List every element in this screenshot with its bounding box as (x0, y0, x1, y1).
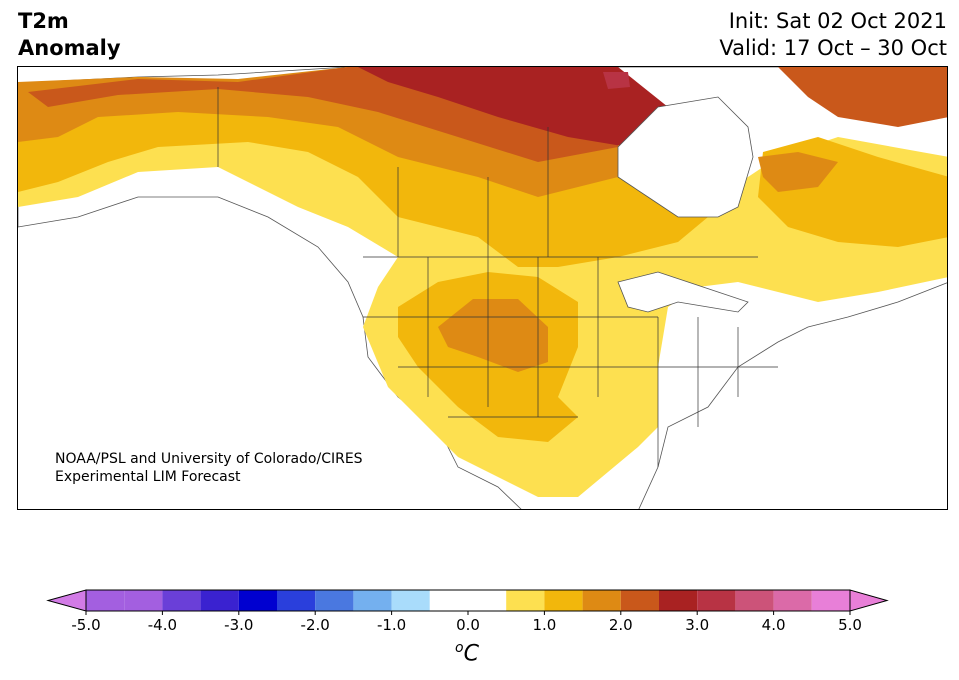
map-title: T2m Anomaly (18, 8, 121, 62)
colorbar-bin (162, 590, 201, 611)
colorbar-bin (353, 590, 392, 611)
anomaly-band-2.0-2.5-ne (778, 67, 947, 127)
colorbar-tick-label: -2.0 (301, 616, 330, 634)
valid-range: Valid: 17 Oct – 30 Oct (719, 36, 947, 60)
colorbar-under-arrow (46, 589, 87, 612)
anomaly-band-1.5-2.0-east (758, 152, 838, 192)
init-date: Init: Sat 02 Oct 2021 (728, 9, 947, 33)
anomaly-band-2.5-3.0 (358, 67, 668, 147)
colorbar-bin (506, 590, 545, 611)
colorbar-bin (697, 590, 736, 611)
colorbar-bin (86, 590, 125, 611)
colorbar-bin (811, 590, 850, 611)
colorbar-tick-label: 3.0 (685, 616, 709, 634)
colorbar-tick-label: -5.0 (71, 616, 100, 634)
colorbar-bin (582, 590, 621, 611)
map-canvas (18, 67, 947, 509)
colorbar-tick-label: 0.0 (456, 616, 480, 634)
hudson-bay (617, 96, 754, 218)
colorbar-bin (315, 590, 354, 611)
colorbar-tick-label: 1.0 (532, 616, 556, 634)
title-line-variable: T2m (18, 9, 69, 33)
colorbar-bin (735, 590, 774, 611)
title-line-type: Anomaly (18, 36, 121, 60)
colorbar-unit: oC (0, 640, 934, 666)
colorbar-graphic: -5.0 -4.0 -3.0 -2.0 -1.0 0.0 1.0 2.0 3.0 4.0 5.0 (46, 589, 889, 634)
forecast-dates: Init: Sat 02 Oct 2021 Valid: 17 Oct – 30… (719, 8, 947, 62)
anomaly-band-3.0-3.5 (603, 72, 630, 89)
colorbar-bin (238, 590, 277, 611)
colorbar-bin (391, 590, 430, 611)
colorbar-tick-label: -1.0 (377, 616, 406, 634)
data-credit: NOAA/PSL and University of Colorado/CIRE… (55, 450, 363, 486)
unit-degree: o (455, 640, 464, 656)
colorbar-bin (468, 590, 507, 611)
colorbar-tick-label: 2.0 (609, 616, 633, 634)
credit-line-product: Experimental LIM Forecast (55, 469, 241, 485)
colorbar-tick-label: -4.0 (148, 616, 177, 634)
colorbar-bin (277, 590, 316, 611)
unit-symbol: C (463, 641, 479, 667)
colorbar-tick-label: 4.0 (762, 616, 786, 634)
colorbar-bin (659, 590, 698, 611)
colorbar-bin (124, 590, 163, 611)
colorbar-over-arrow (849, 589, 889, 612)
colorbar-bin (773, 590, 812, 611)
colorbar-bin (620, 590, 659, 611)
colorbar-tick-label: -3.0 (224, 616, 253, 634)
colorbar-bin (429, 590, 468, 611)
colorbar-bin (200, 590, 239, 611)
anomaly-map (17, 66, 948, 510)
political-boundaries (217, 87, 778, 467)
colorbar-tick-label: 5.0 (838, 616, 862, 634)
credit-line-org: NOAA/PSL and University of Colorado/CIRE… (55, 451, 363, 467)
colorbar: -5.0 -4.0 -3.0 -2.0 -1.0 0.0 1.0 2.0 3.0 4.0 5.0 (0, 585, 959, 680)
colorbar-bin (544, 590, 583, 611)
great-lakes (617, 271, 749, 313)
